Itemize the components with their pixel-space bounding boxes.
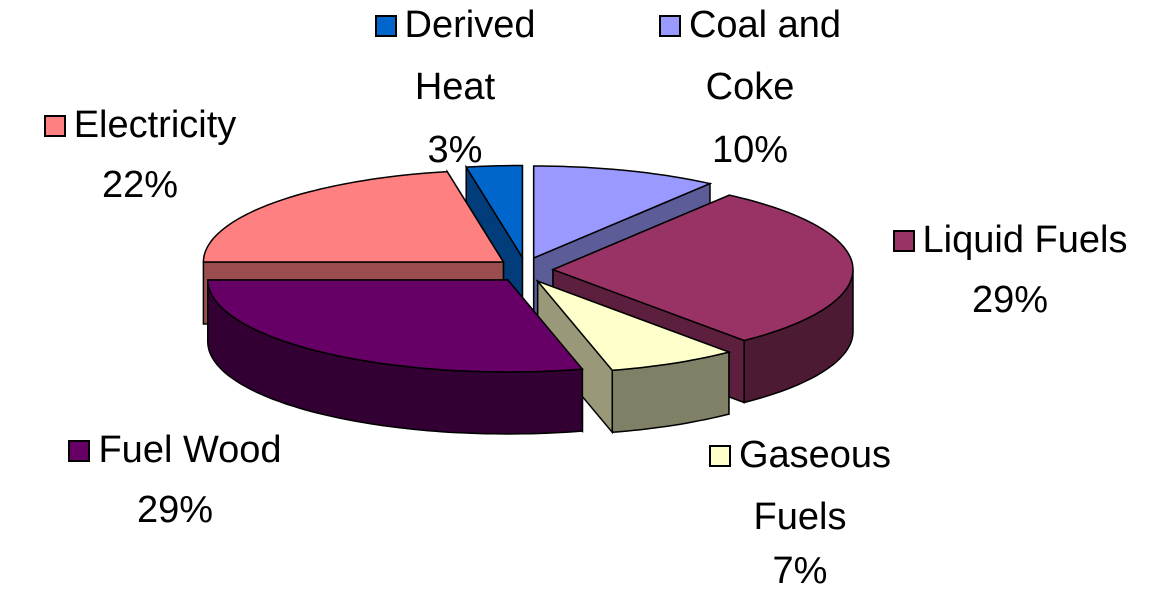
category-label: Coal and Coke	[688, 4, 842, 108]
value-label: 7%	[772, 550, 828, 592]
category-label: Liquid Fuels	[922, 219, 1128, 261]
legend-key	[708, 445, 731, 467]
category-label: Fuel Wood	[98, 429, 282, 471]
legend-key	[658, 15, 681, 37]
value-label: 29%	[136, 489, 214, 531]
category-label: Electricity	[73, 104, 237, 146]
category-label: Gaseous Fuels	[738, 434, 892, 538]
legend-entry: Liquid Fuels	[845, 209, 1153, 271]
slice	[202, 170, 505, 263]
value-label: 29%	[971, 279, 1049, 321]
value-label: 3%	[427, 129, 483, 171]
slice	[207, 279, 584, 373]
legend-entry: Gaseous Fuels	[670, 424, 930, 548]
slice	[535, 279, 732, 372]
legend-key	[43, 115, 66, 137]
slice	[464, 164, 524, 261]
legend-key	[68, 440, 91, 462]
legend-key	[374, 15, 397, 37]
legend-key	[892, 230, 915, 252]
legend-entry: Fuel Wood	[15, 419, 335, 481]
slice	[550, 194, 854, 342]
value-label: 10%	[711, 129, 789, 171]
category-label: Derived Heat	[404, 4, 536, 108]
legend-entry: Coal and Coke	[620, 0, 880, 118]
legend-entry: Derived Heat	[345, 0, 565, 118]
value-label: 22%	[101, 164, 179, 206]
slice	[532, 165, 713, 260]
legend-entry: Electricity	[0, 94, 290, 156]
